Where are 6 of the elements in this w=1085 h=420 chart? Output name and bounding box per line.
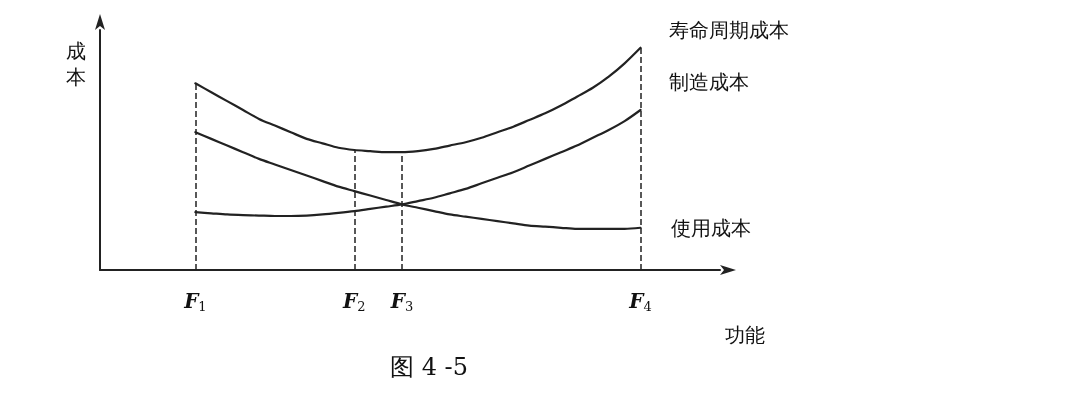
- series-label: 使用成本: [670, 215, 751, 240]
- x-axis-title: 功能: [725, 323, 765, 347]
- series-label: 寿命周期成本: [668, 17, 789, 42]
- y-axis-title: 成本: [66, 39, 86, 89]
- series-label: 制造成本: [668, 70, 749, 94]
- caption: 图 4 -5: [390, 353, 468, 381]
